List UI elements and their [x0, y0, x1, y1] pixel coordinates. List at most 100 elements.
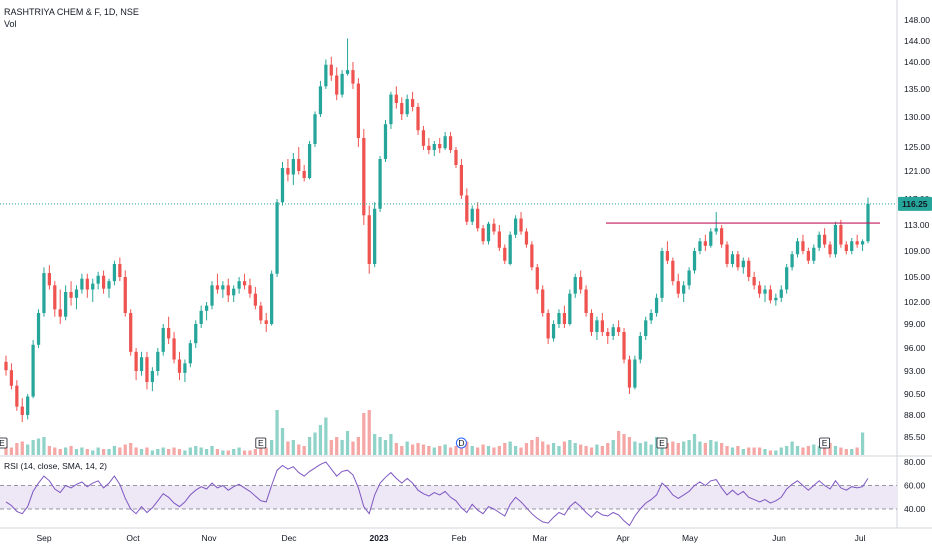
volume-bar [546, 444, 550, 455]
volume-bar [340, 440, 344, 455]
candle-body [459, 165, 464, 196]
candle-body [568, 293, 572, 324]
candle-body [768, 289, 773, 301]
candle-body [823, 234, 827, 245]
volume-bar [676, 443, 680, 455]
volume-bar [541, 441, 545, 455]
volume-bar [633, 441, 637, 455]
time-tick-label: May [682, 533, 699, 543]
volume-bar [177, 449, 182, 455]
candle-body [237, 281, 241, 289]
volume-bar [15, 443, 19, 455]
candle-body [42, 273, 46, 313]
volume-bar [226, 450, 230, 455]
volume-bar [270, 440, 274, 455]
volume-bar [91, 450, 95, 455]
candle-body [860, 241, 865, 245]
volume-bar [188, 447, 192, 455]
candle-body [356, 83, 361, 138]
volume-bar [644, 441, 648, 455]
volume-bar [589, 447, 594, 455]
volume-bar [172, 447, 176, 455]
candle-body [394, 94, 398, 103]
volume-bar [150, 450, 154, 455]
candle-body [345, 70, 350, 74]
candle-body [373, 208, 377, 264]
volume-bar [199, 447, 203, 455]
volume-bar [20, 441, 24, 455]
volume-bar [524, 443, 529, 455]
volume-bar [58, 449, 62, 455]
candle-body [654, 297, 659, 313]
candle-body [302, 171, 306, 178]
current-price-label: 116.25 [902, 199, 928, 209]
candle-body [410, 99, 415, 107]
candle-body [307, 144, 312, 178]
candle-body [665, 251, 670, 261]
volume-bar [454, 446, 458, 455]
volume-bar [779, 447, 783, 455]
volume-bar [85, 449, 89, 455]
volume-bar [134, 447, 138, 455]
volume-bar [703, 443, 707, 455]
volume-bar [123, 444, 127, 455]
volume-bar [307, 437, 312, 455]
candle-body [248, 285, 252, 294]
time-tick-label: Feb [452, 533, 467, 543]
candle-body [69, 292, 73, 298]
candle-body [329, 64, 333, 76]
volume-bar [627, 437, 632, 455]
volume-label[interactable]: Vol [4, 19, 17, 29]
volume-bar [611, 440, 615, 455]
volume-bar [584, 446, 588, 455]
price-tick-label: 90.50 [904, 389, 926, 399]
candle-body [167, 328, 171, 339]
volume-bar [470, 446, 474, 455]
volume-bar [345, 431, 350, 455]
candle-body [714, 228, 718, 232]
volume-bar [671, 441, 675, 455]
volume-bar [4, 446, 8, 455]
candle-body [204, 305, 209, 311]
candle-body [763, 289, 767, 294]
volume-bar [682, 441, 686, 455]
candle-body [20, 406, 24, 415]
volume-bar [9, 447, 14, 455]
earnings-marker [819, 437, 831, 449]
earnings-marker-label: E [659, 438, 665, 448]
grid [0, 0, 932, 529]
volume-bar [763, 449, 767, 455]
candle-body [91, 283, 95, 290]
candle-body [324, 64, 328, 87]
symbol-title[interactable]: RASHTRIYA CHEM & F, 1D, NSE [4, 7, 139, 17]
candle-body [812, 247, 816, 261]
candle-body [9, 370, 14, 386]
volume-bar [64, 447, 68, 455]
volume-bar [356, 437, 361, 455]
volume-bar [606, 443, 610, 455]
candle-body [850, 241, 854, 251]
candle-body [833, 225, 838, 255]
candle-body [421, 130, 426, 146]
candle-body [600, 320, 604, 332]
volume-bar [367, 410, 371, 455]
candle-body [584, 289, 588, 313]
price-tick-label: 93.00 [904, 366, 926, 376]
volume-bar [757, 447, 762, 455]
candle-body [85, 278, 89, 290]
candle-body [730, 254, 735, 264]
volume-bar [860, 432, 865, 455]
volume-bar [850, 449, 854, 455]
volume-bar [600, 446, 604, 455]
candle-body [481, 228, 485, 242]
candle-body [96, 275, 100, 284]
volume-bar [665, 443, 670, 455]
candle-body [486, 223, 491, 242]
candle-body [264, 320, 268, 324]
candle-body [101, 275, 106, 289]
volume-bar [302, 446, 306, 455]
volume-bar [389, 434, 393, 455]
candle-body [58, 309, 62, 317]
candle-body [557, 313, 561, 324]
